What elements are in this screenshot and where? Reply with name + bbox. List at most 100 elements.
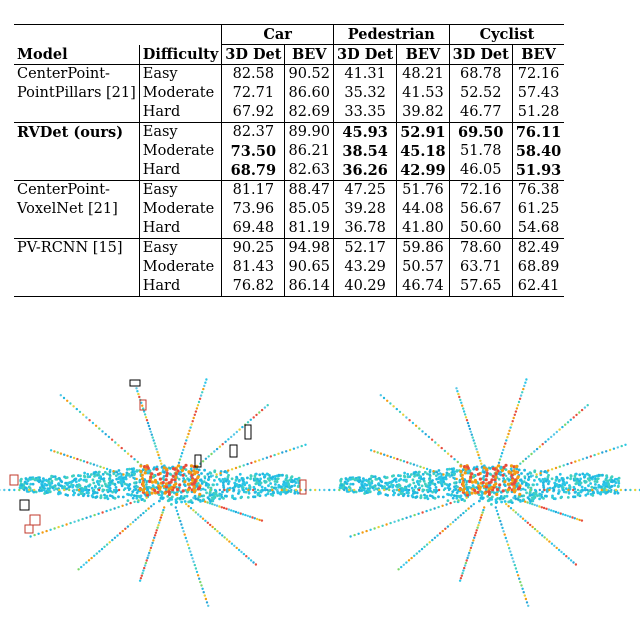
- point: [94, 485, 97, 489]
- point: [474, 445, 477, 448]
- point: [515, 470, 519, 474]
- point: [552, 488, 556, 492]
- value-cell: 35.32: [332, 84, 397, 103]
- point: [357, 532, 360, 535]
- value-cell: 86.14: [284, 277, 334, 297]
- point: [508, 547, 511, 550]
- point: [77, 519, 80, 522]
- point: [247, 491, 251, 495]
- point: [85, 516, 88, 519]
- point: [241, 482, 245, 486]
- point: [448, 467, 451, 471]
- point: [126, 525, 130, 528]
- point: [198, 577, 201, 580]
- point: [137, 392, 140, 396]
- point: [113, 536, 117, 539]
- point: [195, 470, 199, 474]
- point: [391, 485, 394, 489]
- point: [415, 552, 418, 555]
- point: [300, 444, 303, 448]
- value-cell: 76.82: [221, 277, 285, 297]
- point: [233, 544, 236, 547]
- point: [213, 479, 216, 482]
- point: [226, 475, 230, 479]
- point: [192, 496, 195, 499]
- point: [435, 471, 439, 474]
- point: [412, 481, 416, 485]
- point: [87, 559, 91, 562]
- point: [213, 503, 216, 507]
- point: [464, 416, 468, 419]
- point: [397, 519, 400, 522]
- point: [377, 525, 380, 529]
- point: [498, 483, 502, 487]
- point: [94, 473, 98, 477]
- point: [105, 509, 108, 513]
- point: [210, 452, 213, 456]
- point: [82, 478, 86, 482]
- point: [441, 529, 444, 533]
- point: [381, 524, 384, 527]
- point: [141, 572, 144, 575]
- point: [138, 395, 141, 399]
- point: [42, 478, 46, 482]
- point: [187, 470, 191, 474]
- point: [394, 477, 398, 481]
- point: [184, 488, 187, 492]
- point: [201, 460, 205, 463]
- point: [184, 536, 187, 540]
- point: [141, 481, 145, 485]
- point: [140, 477, 145, 481]
- point: [153, 534, 157, 537]
- point: [425, 488, 429, 492]
- point: [202, 494, 206, 498]
- point: [148, 427, 152, 431]
- value-cell: 68.79: [221, 161, 285, 181]
- point: [86, 472, 90, 476]
- point: [467, 554, 470, 557]
- point: [578, 411, 581, 414]
- point: [596, 491, 600, 495]
- point: [196, 404, 200, 407]
- point: [509, 467, 513, 471]
- point: [105, 488, 109, 492]
- point: [152, 474, 155, 478]
- point: [265, 472, 269, 476]
- point: [484, 478, 488, 482]
- point: [160, 494, 164, 497]
- point: [512, 469, 516, 473]
- point: [103, 545, 106, 548]
- point: [189, 464, 194, 468]
- point: [211, 502, 214, 506]
- point: [75, 407, 79, 411]
- point: [191, 478, 195, 482]
- point: [524, 519, 527, 522]
- point: [410, 494, 414, 498]
- point: [530, 496, 534, 499]
- point: [402, 494, 405, 498]
- value-cell: 85.05: [284, 200, 334, 219]
- point: [182, 448, 185, 452]
- point: [116, 534, 119, 537]
- point: [201, 587, 204, 590]
- point: [81, 517, 84, 521]
- point: [112, 470, 115, 473]
- point: [253, 495, 257, 499]
- point: [423, 482, 427, 486]
- point: [68, 488, 71, 492]
- point: [511, 420, 514, 423]
- point: [480, 513, 483, 517]
- point: [557, 511, 560, 514]
- point: [504, 536, 507, 540]
- point: [72, 488, 76, 492]
- point: [139, 577, 143, 580]
- point: [186, 482, 190, 486]
- point: [440, 484, 444, 488]
- value-cell: 82.69: [284, 103, 334, 123]
- point: [424, 433, 427, 436]
- point: [528, 502, 532, 505]
- point: [253, 491, 257, 494]
- point: [466, 488, 470, 491]
- point: [211, 525, 214, 529]
- point: [519, 488, 522, 492]
